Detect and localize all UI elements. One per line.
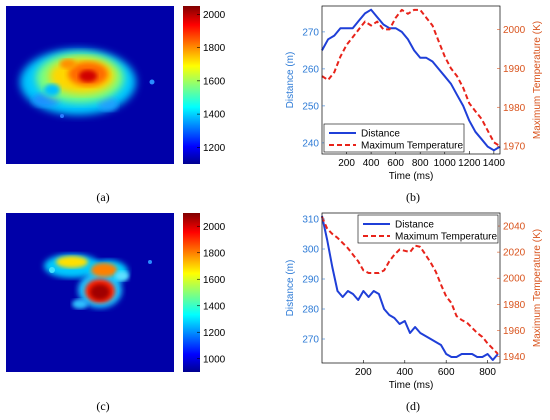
colorbar-c-ticks: 1000 1200 1400 1600 1800 2000 [197, 222, 226, 365]
caption-c: (c) [96, 399, 109, 413]
y-tick-label-right: 1980 [503, 300, 526, 311]
colorbar-c [183, 213, 200, 372]
caption-b: (b) [406, 190, 420, 204]
colorbar-a [183, 6, 200, 164]
colorbar-a-ticks: 1200 1400 1600 1800 2000 [197, 10, 226, 154]
colorbar-tick-label: 1200 [203, 328, 226, 339]
legend-label: Maximum Temperature [361, 141, 464, 152]
y-tick-label-right: 1940 [503, 352, 526, 363]
colorbar-tick-label: 1800 [203, 248, 226, 259]
heatmap-hotspot [20, 49, 155, 118]
y-tick-label-right: 2040 [503, 222, 526, 233]
x-tick-label: 400 [396, 367, 413, 378]
y-axis-label-right: Maximum Temperature (K) [532, 229, 543, 347]
y-axis-label-left: Distance (m) [285, 260, 296, 317]
y-axis-label-right: Maximum Temperature (K) [532, 21, 543, 139]
series-line-distance [321, 8, 501, 152]
y-tick-label-right: 1970 [503, 142, 526, 153]
panel-c-thermal-image: 1000 1200 1400 1600 1800 2000 (c) [6, 213, 226, 413]
x-tick-label: 1000 [434, 158, 457, 169]
colorbar-tick-label: 2000 [203, 222, 226, 233]
y-tick-label-right: 2020 [503, 248, 526, 259]
y-tick-label-right: 1980 [503, 103, 526, 114]
series-line-distance [321, 215, 499, 361]
caption-a: (a) [96, 190, 109, 204]
y-tick-label-left: 300 [302, 245, 319, 256]
series-line-maximum-temperature [321, 216, 499, 355]
y-tick-label-right: 2000 [503, 25, 526, 36]
y-tick-label-left: 290 [302, 275, 319, 286]
legend-box [357, 214, 499, 244]
y-tick-label-left: 270 [302, 335, 319, 346]
y-tick-label-left: 310 [302, 215, 319, 226]
x-tick-label: 800 [412, 158, 429, 169]
x-tick-label: 800 [479, 367, 496, 378]
panel-d-line-chart: (d) 200 400 600 800 270 280 290 300 310 1940 1960 1… [285, 212, 543, 413]
heatmap-hotspot [44, 254, 152, 309]
x-axis-label: Time (ms) [389, 380, 434, 391]
legend-label: Distance [361, 129, 400, 140]
y-tick-label-right: 1960 [503, 326, 526, 337]
y-tick-label-right: 2000 [503, 274, 526, 285]
y-tick-label-left: 280 [302, 305, 319, 316]
x-axis-label: Time (ms) [389, 171, 434, 182]
caption-d: (d) [406, 399, 420, 413]
panel-a-thermal-image: 1200 1400 1600 1800 2000 (a) [6, 6, 226, 204]
colorbar-tick-label: 1000 [203, 354, 226, 365]
y-tick-label-left: 240 [302, 138, 319, 149]
x-tick-label: 1400 [483, 158, 506, 169]
colorbar-tick-label: 1800 [203, 43, 226, 54]
legend-label: Distance [395, 220, 434, 231]
x-tick-label: 600 [387, 158, 404, 169]
colorbar-tick-label: 1200 [203, 143, 226, 154]
plot-frame [321, 5, 501, 155]
x-tick-label: 400 [363, 158, 380, 169]
y-tick-label-left: 250 [302, 101, 319, 112]
series-line-maximum-temperature [321, 8, 501, 148]
panel-b-line-chart: (b) 200 400 600 800 1000 1200 1400 240 250 260 270… [285, 5, 543, 204]
x-tick-label: 200 [355, 367, 372, 378]
colorbar-tick-label: 2000 [203, 10, 226, 21]
plot-frame [321, 212, 501, 364]
x-tick-label: 600 [438, 367, 455, 378]
colorbar-tick-label: 1600 [203, 76, 226, 87]
y-tick-label-left: 270 [302, 27, 319, 38]
x-tick-label: 200 [338, 158, 355, 169]
y-tick-label-right: 1990 [503, 64, 526, 75]
colorbar-tick-label: 1400 [203, 301, 226, 312]
colorbar-tick-label: 1400 [203, 110, 226, 121]
y-tick-label-left: 260 [302, 64, 319, 75]
y-axis-label-left: Distance (m) [285, 52, 296, 109]
colorbar-tick-label: 1600 [203, 275, 226, 286]
legend-box [323, 123, 465, 153]
legend-label: Maximum Temperature [395, 232, 498, 243]
x-tick-label: 1200 [458, 158, 481, 169]
